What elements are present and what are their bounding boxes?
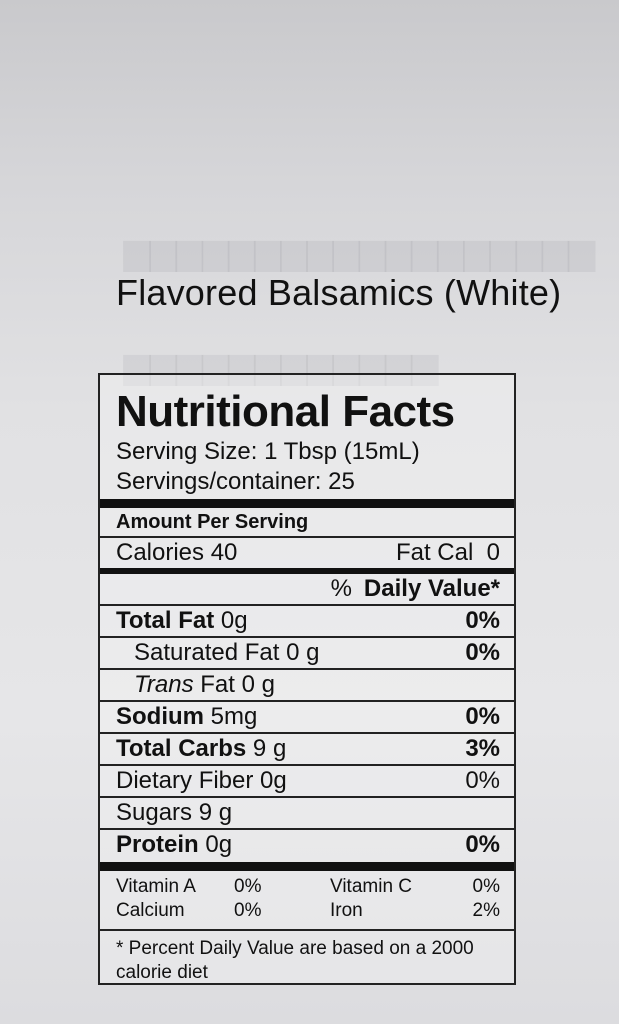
nutrient-amount: 5mg — [210, 703, 258, 730]
vitamins-minerals: Vitamin A 0% Vitamin C 0% Calcium 0% Iro… — [100, 871, 514, 923]
servings-per-container: Servings/container: 25 — [116, 467, 500, 497]
amount-per-serving-label: Amount Per Serving — [116, 510, 309, 533]
amount-per-serving: Amount Per Serving — [100, 508, 514, 538]
nutrient-label: Total Carbs 9 g — [116, 735, 286, 763]
iron-value: 2% — [472, 900, 500, 921]
iron-name: Iron — [330, 900, 363, 921]
nutrient-dv: 3% — [465, 735, 500, 762]
nutrient-row-saturated-fat: Saturated Fat 0 g 0% — [100, 638, 514, 670]
product-title: Flavored Balsamics (White) — [116, 272, 562, 313]
nutrient-name: Trans — [134, 671, 194, 698]
nutrient-dv: 0% — [465, 607, 500, 634]
medium-divider — [100, 568, 514, 574]
nutrient-row-total-fat: Total Fat 0g 0% — [100, 606, 514, 638]
calories-row: Calories 40 Fat Cal 0 — [100, 538, 514, 568]
servings-label: Servings/container: — [116, 468, 322, 495]
nutrient-label: Protein 0g — [116, 831, 232, 859]
nutrient-amount: 0g — [220, 607, 248, 634]
nutrient-label: Total Fat 0g — [116, 607, 248, 635]
thick-divider — [100, 862, 514, 871]
calcium-name: Calcium — [116, 900, 185, 921]
vitamin-c-name: Vitamin C — [330, 876, 413, 897]
nutrient-label: Trans Fat 0 g — [116, 671, 275, 699]
nutrient-dv: 0% — [465, 703, 500, 730]
nutrient-name: Saturated Fat — [134, 639, 280, 666]
nutrient-dv: 0% — [465, 767, 500, 794]
vitamin-a-name: Vitamin A — [116, 876, 196, 897]
daily-value-percent-sign: % — [330, 575, 352, 602]
nutrient-name: Sodium — [116, 703, 204, 730]
nutrient-label: Saturated Fat 0 g — [116, 639, 319, 667]
calories: Calories 40 — [116, 539, 238, 566]
nutrient-row-total-carbs: Total Carbs 9 g 3% — [100, 734, 514, 766]
nutrient-dv: 0% — [465, 639, 500, 666]
nutrient-name: Total Carbs — [116, 735, 247, 762]
nutrient-name: Total Fat — [116, 607, 215, 634]
daily-value-header: % Daily Value* — [100, 574, 514, 606]
nutrient-dv: 0% — [465, 831, 500, 858]
nutrient-amount: 0g — [205, 831, 233, 858]
vitamin-a-value: 0% — [234, 876, 262, 897]
nutrient-name: Dietary Fiber 0g — [116, 767, 287, 794]
nutrient-row-dietary-fiber: Dietary Fiber 0g 0% — [100, 766, 514, 798]
nutrient-row-protein: Protein 0g 0% — [100, 830, 514, 860]
daily-value-label: Daily Value* — [363, 575, 500, 602]
nutrient-amount: 0 g — [286, 639, 320, 666]
calcium-value: 0% — [234, 900, 262, 921]
nutrient-amount: 9 g — [252, 735, 287, 762]
show-through-text: ▆▆▆▆▆▆▆▆▆▆▆▆▆▆▆▆▆▆ — [124, 233, 595, 271]
nutrient-name: Protein — [116, 831, 199, 858]
nutrient-row-sodium: Sodium 5mg 0% — [100, 702, 514, 734]
nutrition-facts-label: Nutritional Facts Serving Size: 1 Tbsp (… — [98, 373, 516, 985]
thick-divider — [100, 499, 514, 508]
nutrient-row-sugars: Sugars 9 g — [100, 798, 514, 830]
nutrition-facts-heading: Nutritional Facts — [116, 387, 455, 436]
vitamin-c-value: 0% — [472, 876, 500, 897]
nutrient-row-trans-fat: Trans Fat 0 g — [100, 670, 514, 702]
nutrient-name: Sugars 9 g — [116, 799, 233, 826]
nutrient-amount: Fat 0 g — [200, 671, 275, 698]
nutrient-label: Sodium 5mg — [116, 703, 257, 731]
fat-calories: Fat Cal 0 — [395, 539, 500, 566]
servings-value: 25 — [328, 468, 355, 495]
daily-value-footnote: * Percent Daily Value are based on a 200… — [100, 929, 514, 985]
serving-size: Serving Size: 1 Tbsp (15mL) — [116, 438, 420, 465]
